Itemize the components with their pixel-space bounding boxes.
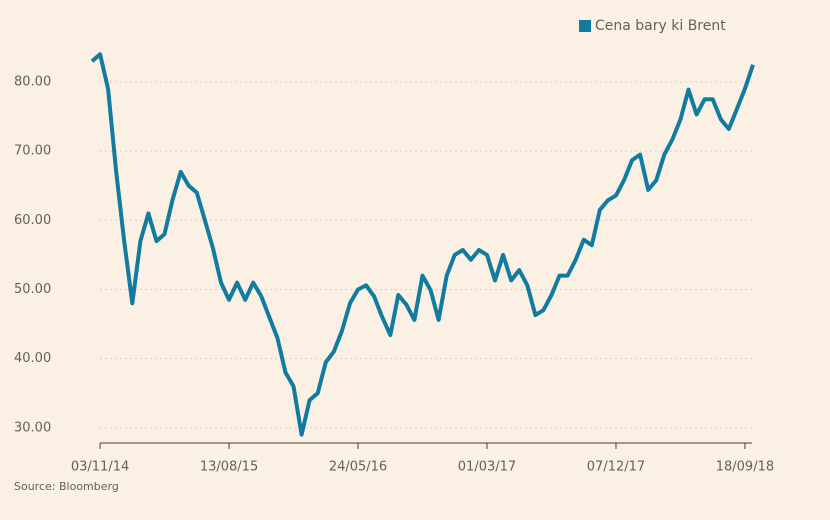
legend-label: Cena bary ki Brent	[595, 18, 726, 34]
x-tick-label: 03/11/14	[71, 460, 129, 475]
source: Source: Bloomberg	[14, 480, 119, 493]
y-tick-label: 30.00	[14, 420, 51, 435]
y-tick-label: 40.00	[14, 351, 51, 366]
y-tick-label: 70.00	[14, 144, 51, 159]
y-tick-label: 50.00	[14, 282, 51, 297]
x-tick-label: 07/12/17	[587, 460, 645, 475]
y-tick-label: 60.00	[14, 213, 51, 228]
x-tick-label: 01/03/17	[458, 460, 516, 475]
x-tick-label: 13/08/15	[200, 460, 258, 475]
price-line	[90, 52, 755, 437]
x-tick-label: 24/05/16	[329, 460, 387, 475]
y-tick-label: 80.00	[14, 74, 51, 89]
x-tick-label: 18/09/18	[716, 460, 774, 475]
legend-swatch	[579, 20, 591, 32]
